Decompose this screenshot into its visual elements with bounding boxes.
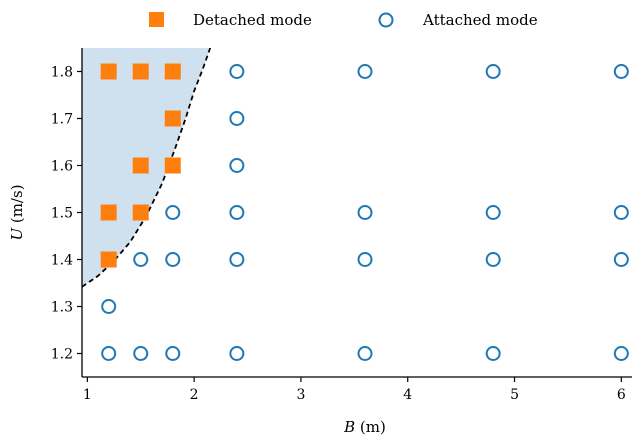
attached-mode-marker xyxy=(485,64,501,79)
x-tick-label: 1 xyxy=(83,387,92,403)
detached-mode-marker xyxy=(164,63,181,80)
detached-mode-marker xyxy=(100,204,117,221)
y-tick-label: 1.2 xyxy=(51,347,73,363)
axes: 1 2 3 4 5 6 1.2 1.3 1.4 1.5 1.6 1.7 1.8 B (m) U (m/s) xyxy=(8,48,632,436)
detached-mode-marker xyxy=(164,110,181,127)
attached-mode-marker xyxy=(133,252,149,267)
y-tick-label: 1.6 xyxy=(51,159,73,175)
detached-mode-marker xyxy=(164,157,181,174)
legend: Detached mode Attached mode xyxy=(149,11,538,29)
attached-mode-marker xyxy=(485,252,501,267)
x-tick-label: 5 xyxy=(510,387,519,403)
attached-mode-marker xyxy=(101,346,117,361)
attached-mode-marker xyxy=(485,346,501,361)
attached-mode-marker xyxy=(485,205,501,220)
x-tick-label: 6 xyxy=(617,387,626,403)
attached-mode-marker xyxy=(613,64,629,79)
attached-mode-marker xyxy=(165,252,181,267)
attached-mode-marker xyxy=(165,205,181,220)
attached-mode-marker xyxy=(133,346,149,361)
attached-mode-marker xyxy=(613,346,629,361)
attached-mode-marker xyxy=(229,346,245,361)
attached-mode-marker xyxy=(229,158,245,173)
mode-boundary-line xyxy=(82,48,212,288)
legend-attached-marker xyxy=(378,12,394,28)
attached-mode-marker xyxy=(229,64,245,79)
y-axis-label: U (m/s) xyxy=(8,184,26,240)
attached-mode-marker xyxy=(357,64,373,79)
attached-mode-marker xyxy=(229,252,245,267)
y-tick-label: 1.8 xyxy=(51,65,73,81)
attached-mode-marker xyxy=(229,205,245,220)
y-tick-label: 1.7 xyxy=(51,112,73,128)
y-tick-label: 1.3 xyxy=(51,300,73,316)
attached-mode-marker xyxy=(101,299,117,314)
x-tick-label: 3 xyxy=(296,387,305,403)
detached-mode-marker xyxy=(100,63,117,80)
plot-area xyxy=(82,48,629,361)
x-tick-label: 2 xyxy=(190,387,199,403)
legend-attached-label: Attached mode xyxy=(422,11,538,29)
attached-mode-marker xyxy=(229,111,245,126)
x-tick-label: 4 xyxy=(403,387,412,403)
attached-mode-marker xyxy=(613,252,629,267)
attached-mode-marker xyxy=(165,346,181,361)
detached-mode-marker xyxy=(132,63,149,80)
attached-mode-marker xyxy=(613,205,629,220)
legend-detached-marker xyxy=(149,12,164,27)
detached-mode-marker xyxy=(100,251,117,268)
detached-mode-marker xyxy=(132,204,149,221)
detached-mode-marker xyxy=(132,157,149,174)
attached-mode-marker xyxy=(357,205,373,220)
x-axis-label: B (m) xyxy=(343,418,386,436)
attached-mode-marker xyxy=(357,346,373,361)
attached-mode-marker xyxy=(357,252,373,267)
y-tick-label: 1.4 xyxy=(51,253,73,269)
y-tick-label: 1.5 xyxy=(51,206,73,222)
legend-detached-label: Detached mode xyxy=(193,11,312,29)
